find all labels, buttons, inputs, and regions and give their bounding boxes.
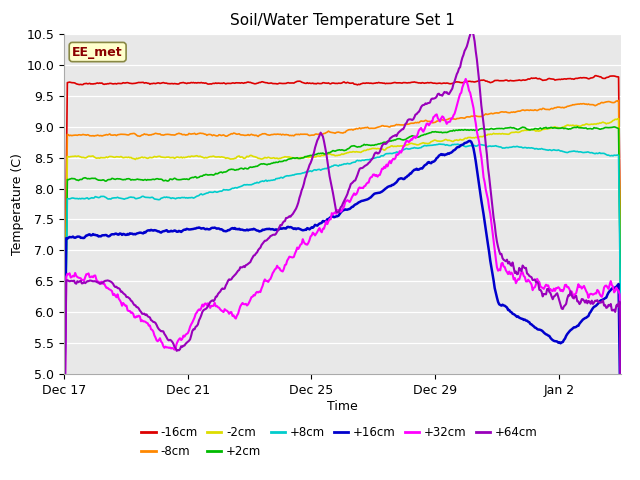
+2cm <box>328 149 335 155</box>
+8cm <box>324 165 332 171</box>
-2cm <box>615 116 623 121</box>
-2cm <box>392 144 399 149</box>
-16cm <box>617 277 625 283</box>
-16cm <box>605 74 612 80</box>
+64cm <box>518 268 525 274</box>
+32cm <box>392 155 399 161</box>
+8cm <box>362 157 369 163</box>
Title: Soil/Water Temperature Set 1: Soil/Water Temperature Set 1 <box>230 13 455 28</box>
+8cm <box>518 144 525 150</box>
-16cm <box>328 80 335 86</box>
+64cm <box>467 28 475 34</box>
+2cm <box>617 312 625 317</box>
Line: -8cm: -8cm <box>64 100 621 409</box>
+64cm <box>605 302 612 308</box>
-8cm <box>617 291 625 297</box>
+32cm <box>617 391 625 397</box>
+8cm <box>605 152 612 158</box>
+64cm <box>362 163 369 168</box>
+16cm <box>392 180 399 186</box>
-8cm <box>362 125 369 131</box>
Line: +16cm: +16cm <box>64 141 621 444</box>
+16cm <box>324 216 332 222</box>
+16cm <box>518 316 525 322</box>
+64cm <box>392 132 399 138</box>
+32cm <box>362 183 369 189</box>
+8cm <box>435 141 443 147</box>
+16cm <box>60 413 68 419</box>
Line: +32cm: +32cm <box>64 79 621 480</box>
+64cm <box>617 396 625 402</box>
+16cm <box>465 138 473 144</box>
Line: +2cm: +2cm <box>64 127 621 432</box>
+8cm <box>328 163 335 169</box>
+2cm <box>324 150 332 156</box>
+2cm <box>516 125 524 131</box>
Line: -2cm: -2cm <box>64 119 621 420</box>
+64cm <box>324 166 332 171</box>
+32cm <box>518 269 525 275</box>
-2cm <box>324 151 332 157</box>
Legend: -16cm, -8cm, -2cm, +2cm, +8cm, +16cm, +32cm, +64cm: -16cm, -8cm, -2cm, +2cm, +8cm, +16cm, +3… <box>137 421 543 463</box>
+32cm <box>605 286 612 292</box>
-16cm <box>591 73 599 79</box>
-16cm <box>60 381 68 386</box>
-8cm <box>516 108 524 114</box>
-16cm <box>392 80 399 85</box>
Line: +64cm: +64cm <box>64 31 621 480</box>
-2cm <box>328 152 335 158</box>
+8cm <box>392 150 399 156</box>
+16cm <box>617 441 625 446</box>
-2cm <box>516 129 524 134</box>
-2cm <box>617 304 625 310</box>
-2cm <box>604 120 611 126</box>
+16cm <box>362 197 369 203</box>
+8cm <box>60 439 68 444</box>
Y-axis label: Temperature (C): Temperature (C) <box>11 153 24 255</box>
+32cm <box>328 210 335 216</box>
-2cm <box>362 148 369 154</box>
-16cm <box>516 77 524 83</box>
X-axis label: Time: Time <box>327 400 358 413</box>
+2cm <box>573 124 581 130</box>
-8cm <box>615 97 623 103</box>
+8cm <box>617 329 625 335</box>
-8cm <box>604 99 611 105</box>
+32cm <box>462 76 470 82</box>
+16cm <box>328 214 335 219</box>
+2cm <box>60 429 68 435</box>
Line: -16cm: -16cm <box>64 76 621 384</box>
-8cm <box>60 406 68 412</box>
+64cm <box>328 184 335 190</box>
+32cm <box>324 218 332 224</box>
+2cm <box>605 125 612 131</box>
+16cm <box>605 289 612 295</box>
-8cm <box>328 130 335 135</box>
-2cm <box>60 417 68 423</box>
Text: EE_met: EE_met <box>72 46 123 59</box>
-16cm <box>362 81 369 86</box>
+2cm <box>392 137 399 143</box>
-8cm <box>324 128 332 134</box>
Line: +8cm: +8cm <box>64 144 621 442</box>
+2cm <box>362 142 369 148</box>
-16cm <box>324 80 332 86</box>
-8cm <box>392 122 399 128</box>
